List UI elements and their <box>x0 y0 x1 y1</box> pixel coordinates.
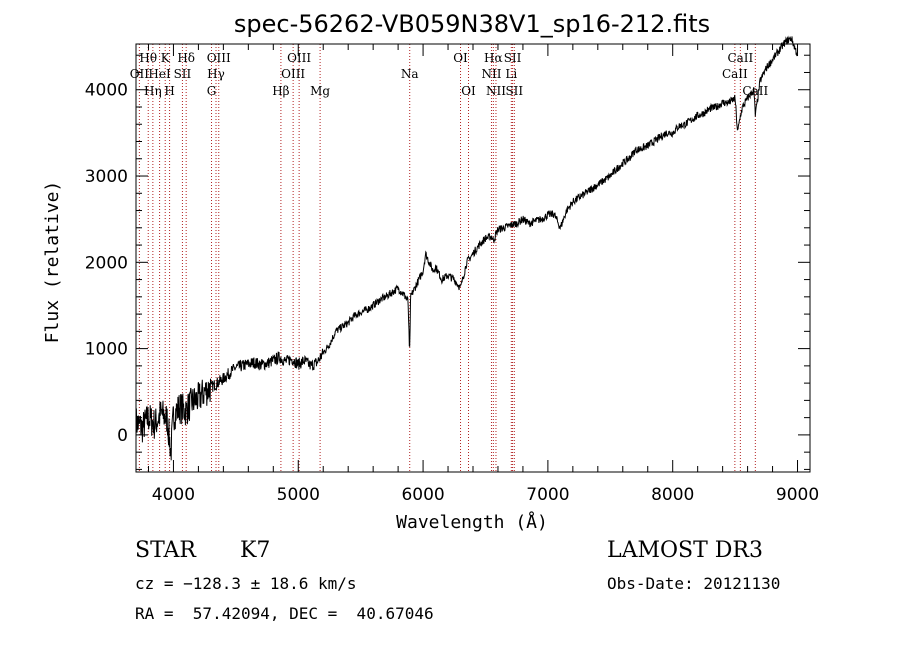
y-tick-label: 3000 <box>85 167 128 187</box>
spectral-line-label: SII <box>505 84 523 98</box>
spectral-line-label: SII <box>174 67 192 81</box>
y-tick-label: 0 <box>117 426 128 446</box>
spectral-line-label: OI <box>453 51 468 65</box>
spectral-line-label: Hθ <box>139 51 157 65</box>
y-tick-label: 1000 <box>85 340 128 360</box>
spectral-line-label: OII <box>130 67 150 81</box>
x-tick-label: 8000 <box>651 485 694 505</box>
coordinates-text: RA = 57.42094, DEC = 40.67046 <box>135 604 434 623</box>
spectral-line-label: Na <box>401 67 419 81</box>
spectral-line-label: OIII <box>287 51 311 65</box>
redshift-text: cz = −128.3 ± 18.6 km/s <box>135 574 357 593</box>
spectral-line-label: SII <box>504 51 522 65</box>
spectral-line-label: Hη <box>144 84 162 98</box>
axis-ticks: 4000 5000 6000 7000 8000 9000 0 1000 2000 3000 400… <box>85 44 819 505</box>
spectral-line-label: OIII <box>207 51 231 65</box>
spectral-line-label: Hγ <box>207 67 225 81</box>
spectral-line-label: CaII <box>727 51 753 65</box>
spectral-line-label: H <box>164 84 174 98</box>
spectral-line-label: Mg <box>310 84 330 98</box>
x-tick-label: 5000 <box>277 485 320 505</box>
spectrum-series-line <box>135 35 798 461</box>
x-tick-label: 9000 <box>776 485 819 505</box>
object-class: STAR <box>135 538 196 563</box>
spectral-line-label: Hα <box>484 51 503 65</box>
spectral-line-label: OI <box>461 84 476 98</box>
spectral-line-label: Li <box>505 67 517 81</box>
spectral-line-label: OIII <box>281 67 305 81</box>
spectral-lines-layer <box>138 44 756 472</box>
x-axis-title: Wavelength (Å) <box>396 511 548 533</box>
y-tick-label: 4000 <box>85 81 128 101</box>
spectral-line-label: Hβ <box>272 84 289 98</box>
survey-name: LAMOST DR3 <box>607 538 763 563</box>
spectral-line-label: Hδ <box>177 51 195 65</box>
spectral-line-label: NII <box>481 67 501 81</box>
x-tick-label: 6000 <box>401 485 444 505</box>
y-tick-label: 2000 <box>85 253 128 273</box>
obs-date-text: Obs-Date: 20121130 <box>607 574 781 593</box>
x-tick-label: 4000 <box>152 485 195 505</box>
object-subclass: K7 <box>240 538 271 563</box>
spectral-line-label: CaII <box>722 67 748 81</box>
chart-title: spec-56262-VB059N38V1_sp16-212.fits <box>234 10 710 38</box>
spectral-line-label: G <box>207 84 217 98</box>
y-axis-title: Flux (relative) <box>42 181 63 344</box>
spectral-line-label: HeI <box>148 67 171 81</box>
spectral-line-labels: Hθ OII Hη HeI K H Hδ SII OIII Hγ G Hβ OIII OIII Mg Na OI… <box>130 51 769 98</box>
x-tick-label: 7000 <box>526 485 569 505</box>
spectral-line-label: K <box>161 51 171 65</box>
spectral-line-label: CaII <box>742 84 768 98</box>
spectral-line-label: NII <box>486 84 506 98</box>
